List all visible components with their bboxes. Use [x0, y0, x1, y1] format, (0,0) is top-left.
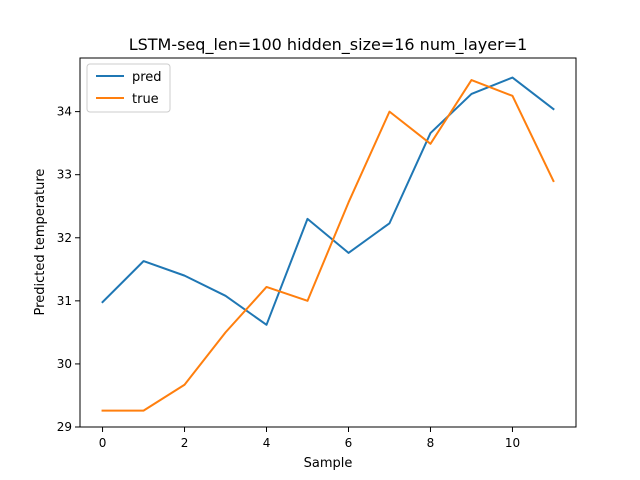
y-axis-label: Predicted temperature [33, 169, 48, 316]
chart-title: LSTM-seq_len=100 hidden_size=16 num_laye… [129, 35, 528, 55]
plot-area [80, 58, 576, 427]
y-tick-label: 30 [57, 357, 72, 371]
y-tick-label: 34 [57, 105, 72, 119]
series-line-true [101, 79, 555, 412]
x-tick-label: 6 [345, 436, 353, 450]
plot-frame [79, 57, 577, 428]
series-lines [101, 76, 555, 412]
x-axis: 0 2 4 6 8 10 [99, 427, 520, 450]
x-tick-label: 4 [263, 436, 271, 450]
y-tick-label: 31 [57, 294, 72, 308]
y-tick-label: 32 [57, 231, 72, 245]
legend-label-true: true [132, 92, 159, 107]
x-tick-label: 0 [99, 436, 107, 450]
x-tick-label: 10 [505, 436, 520, 450]
legend-label-pred: pred [132, 70, 162, 85]
y-axis: 29 30 31 32 33 34 [57, 105, 80, 434]
x-tick-label: 8 [427, 436, 435, 450]
legend: pred true [86, 63, 171, 113]
y-tick-label: 33 [57, 168, 72, 182]
y-tick-label: 29 [57, 420, 72, 434]
x-tick-label: 2 [181, 436, 189, 450]
x-axis-label: Sample [304, 456, 353, 471]
series-line-pred [101, 76, 555, 326]
